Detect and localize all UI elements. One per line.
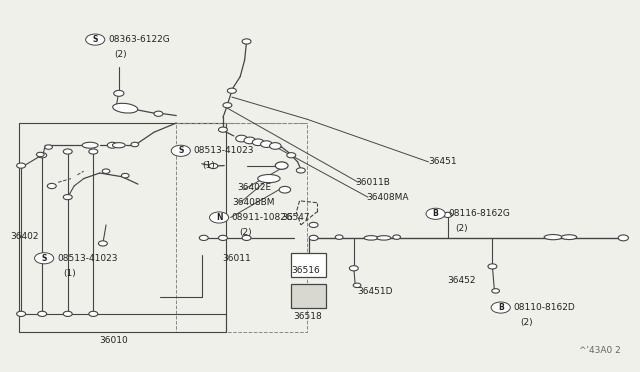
Circle shape [426,208,445,219]
Circle shape [63,195,72,200]
Text: 36547: 36547 [282,213,310,222]
Circle shape [242,39,251,44]
Circle shape [260,141,272,147]
Text: (2): (2) [520,318,533,327]
Circle shape [393,235,401,239]
Circle shape [309,222,318,228]
Circle shape [209,212,228,223]
Text: 36010: 36010 [100,336,129,346]
Text: 36408MA: 36408MA [366,193,408,202]
Circle shape [122,173,129,178]
Circle shape [63,311,72,317]
Circle shape [114,90,124,96]
Text: 36451D: 36451D [357,287,392,296]
Circle shape [86,34,105,45]
Ellipse shape [544,235,562,240]
Circle shape [35,253,54,264]
Circle shape [89,149,98,154]
Text: 08513-41023: 08513-41023 [57,254,117,263]
Text: ^'43A0 2: ^'43A0 2 [579,346,620,355]
Circle shape [45,145,52,149]
Circle shape [209,163,218,169]
Circle shape [218,127,227,132]
Circle shape [89,311,98,317]
Text: S: S [42,254,47,263]
Circle shape [108,142,118,148]
Circle shape [154,111,163,116]
Circle shape [287,153,296,158]
Circle shape [491,302,510,313]
Text: (2): (2) [115,50,127,59]
Text: B: B [433,209,438,218]
Ellipse shape [113,142,125,148]
Circle shape [199,235,208,240]
Text: 08116-8162G: 08116-8162G [449,209,510,218]
Circle shape [349,266,358,271]
Ellipse shape [561,235,577,240]
Circle shape [38,311,47,317]
Ellipse shape [113,103,138,113]
Circle shape [63,149,72,154]
Text: S: S [93,35,98,44]
Circle shape [172,145,190,156]
Text: 36516: 36516 [291,266,320,275]
Circle shape [309,235,318,240]
Circle shape [38,153,47,158]
Text: 36451: 36451 [429,157,457,166]
Text: (1): (1) [202,161,214,170]
Text: 36408BM: 36408BM [232,198,275,207]
Circle shape [269,142,281,149]
Circle shape [17,163,26,168]
Circle shape [488,264,497,269]
Circle shape [275,162,288,169]
Text: 36011B: 36011B [355,178,390,187]
Text: 08110-8162D: 08110-8162D [513,303,575,312]
Ellipse shape [377,235,391,240]
Circle shape [242,235,251,240]
FancyBboxPatch shape [291,253,326,277]
Circle shape [218,235,227,240]
Circle shape [227,88,236,93]
Text: (1): (1) [63,269,76,278]
Circle shape [492,289,499,293]
Circle shape [618,235,628,241]
Ellipse shape [364,235,378,240]
Circle shape [223,103,232,108]
Circle shape [353,283,361,288]
Circle shape [335,235,343,239]
Circle shape [131,142,139,147]
Text: S: S [178,146,184,155]
Text: 36518: 36518 [293,312,322,321]
Text: (2): (2) [239,228,252,237]
Text: 08911-1082G: 08911-1082G [232,213,294,222]
Text: B: B [498,303,504,312]
Circle shape [36,152,44,157]
Text: 36402E: 36402E [237,183,271,192]
Text: 08513-41023: 08513-41023 [193,146,254,155]
FancyBboxPatch shape [291,284,326,308]
Text: (2): (2) [456,224,468,233]
Text: N: N [216,213,222,222]
Circle shape [296,168,305,173]
Text: 36011: 36011 [222,254,251,263]
Circle shape [252,139,264,145]
Ellipse shape [258,174,280,183]
Circle shape [236,135,247,142]
Circle shape [102,169,110,173]
Circle shape [244,137,255,144]
Text: 36402: 36402 [10,231,39,241]
Circle shape [279,186,291,193]
Circle shape [47,183,56,189]
Circle shape [99,241,108,246]
Text: 36452: 36452 [448,276,476,285]
Text: 08363-6122G: 08363-6122G [108,35,170,44]
Circle shape [17,311,26,317]
Circle shape [444,212,452,218]
Ellipse shape [82,142,98,148]
